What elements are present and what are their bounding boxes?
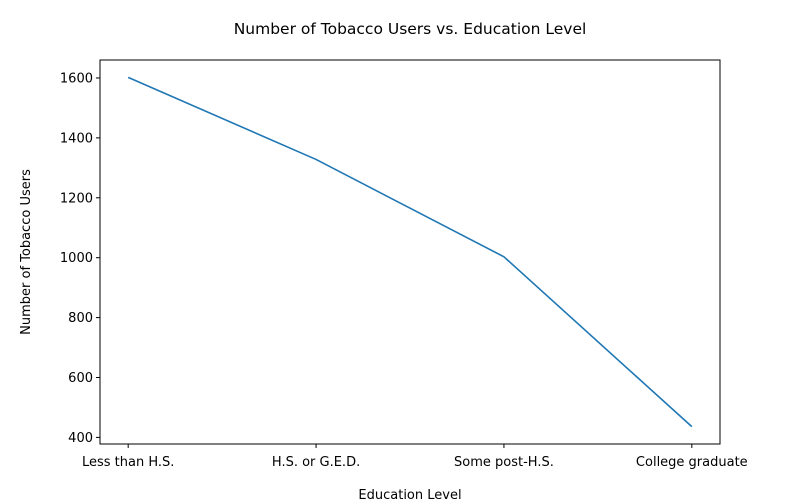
x-tick-label: Less than H.S.: [82, 455, 174, 470]
series-line: [127, 76, 693, 428]
plot-area-frame: [99, 59, 721, 445]
x-tick-label: H.S. or G.E.D.: [272, 455, 360, 470]
y-tick-label: 1400: [60, 131, 93, 146]
y-tick-label: 1000: [60, 251, 93, 266]
y-tick-label: 400: [68, 431, 93, 446]
x-tick-label: College graduate: [636, 455, 748, 470]
y-tick-label: 1600: [60, 71, 93, 86]
x-axis: Less than H.S. H.S. or G.E.D. Some post-H.…: [82, 444, 748, 470]
x-tick-label: Some post-H.S.: [454, 455, 554, 470]
y-tick-label: 600: [68, 371, 93, 386]
y-axis-label: Number of Tobacco Users: [19, 169, 34, 335]
y-axis: 400 600 800 1000 1200 1400 1600: [60, 71, 100, 446]
x-axis-label: Education Level: [358, 488, 461, 500]
y-tick-label: 1200: [60, 191, 93, 206]
chart-title: Number of Tobacco Users vs. Education Le…: [234, 20, 587, 38]
y-tick-label: 800: [68, 311, 93, 326]
